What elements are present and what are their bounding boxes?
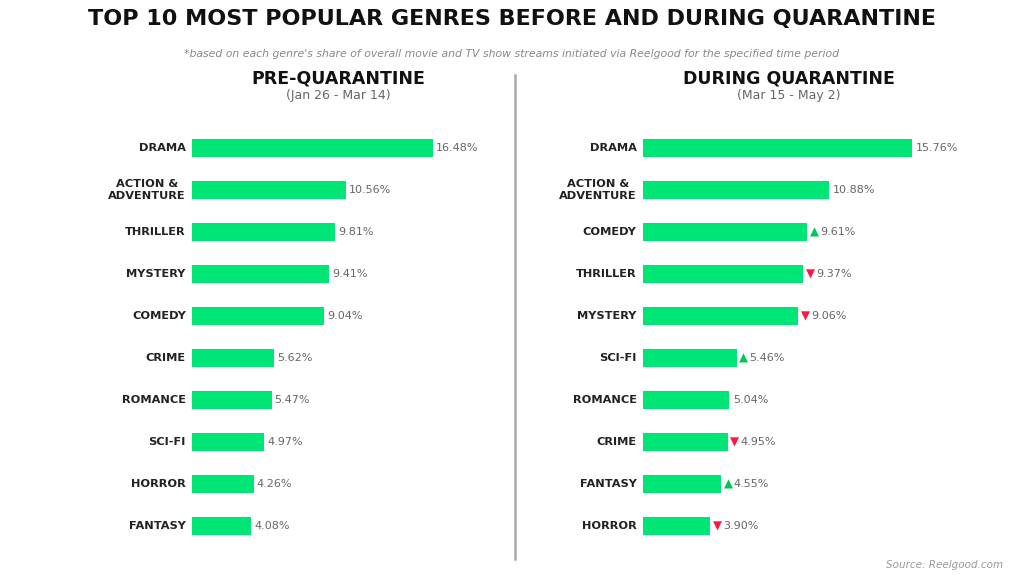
Bar [191,349,273,367]
Text: 9.61%: 9.61% [820,227,856,237]
Bar [643,223,807,241]
Text: 5.47%: 5.47% [274,395,310,405]
Text: ▼: ▼ [730,435,739,448]
Text: 9.04%: 9.04% [327,311,362,321]
Text: PRE-QUARANTINE: PRE-QUARANTINE [251,69,425,87]
Text: FANTASY: FANTASY [580,479,637,489]
Text: HORROR: HORROR [131,479,185,489]
Text: DRAMA: DRAMA [590,143,637,153]
Bar [643,265,803,283]
Text: FANTASY: FANTASY [129,521,185,530]
Text: ROMANCE: ROMANCE [122,395,185,405]
Bar [191,433,264,450]
Text: 10.56%: 10.56% [349,185,391,195]
Text: (Jan 26 - Mar 14): (Jan 26 - Mar 14) [286,89,390,103]
Text: THRILLER: THRILLER [575,269,637,279]
Text: 9.37%: 9.37% [816,269,852,279]
Bar [191,307,324,325]
Text: 4.26%: 4.26% [257,479,293,489]
Text: CRIME: CRIME [145,353,185,363]
Text: COMEDY: COMEDY [583,227,637,237]
Text: 5.62%: 5.62% [276,353,312,363]
Text: DURING QUARANTINE: DURING QUARANTINE [683,69,894,87]
Text: ▼: ▼ [713,519,722,532]
Text: MYSTERY: MYSTERY [126,269,185,279]
Text: THRILLER: THRILLER [125,227,185,237]
Text: ▲: ▲ [724,478,732,490]
Bar [643,307,798,325]
Text: COMEDY: COMEDY [132,311,185,321]
Text: TOP 10 MOST POPULAR GENRES BEFORE AND DURING QUARANTINE: TOP 10 MOST POPULAR GENRES BEFORE AND DU… [88,9,936,29]
Bar [191,265,330,283]
Text: (Mar 15 - May 2): (Mar 15 - May 2) [736,89,841,103]
Bar [643,433,728,450]
Text: 4.97%: 4.97% [267,437,303,447]
Text: 4.08%: 4.08% [254,521,290,530]
Bar [191,223,335,241]
Text: ACTION &
ADVENTURE: ACTION & ADVENTURE [559,179,637,201]
Text: 10.88%: 10.88% [833,185,876,195]
Bar [643,517,710,535]
Text: 15.76%: 15.76% [915,143,958,153]
Bar [191,181,346,199]
Text: CRIME: CRIME [596,437,637,447]
Text: 9.41%: 9.41% [332,269,368,279]
Bar [643,139,912,157]
Text: Source: Reelgood.com: Source: Reelgood.com [887,560,1004,570]
Bar [643,391,729,409]
Bar [643,349,736,367]
Text: 9.81%: 9.81% [338,227,374,237]
Bar [191,139,433,157]
Text: ▲: ▲ [810,226,819,238]
Text: SCI-FI: SCI-FI [599,353,637,363]
Text: 5.46%: 5.46% [750,353,784,363]
Text: ▼: ▼ [801,309,810,323]
Text: ROMANCE: ROMANCE [572,395,637,405]
Text: SCI-FI: SCI-FI [148,437,185,447]
Text: *based on each genre's share of overall movie and TV show streams initiated via : *based on each genre's share of overall … [184,49,840,59]
Bar [191,517,251,535]
Bar [643,475,721,492]
Text: 9.06%: 9.06% [811,311,846,321]
Text: DRAMA: DRAMA [139,143,185,153]
Text: 4.55%: 4.55% [734,479,769,489]
Text: MYSTERY: MYSTERY [578,311,637,321]
Bar [191,391,271,409]
Text: 16.48%: 16.48% [435,143,478,153]
Text: 5.04%: 5.04% [733,395,768,405]
Text: 4.95%: 4.95% [740,437,776,447]
Bar [643,181,829,199]
Text: HORROR: HORROR [582,521,637,530]
Text: ACTION &
ADVENTURE: ACTION & ADVENTURE [109,179,185,201]
Bar [191,475,254,492]
Text: 3.90%: 3.90% [723,521,758,530]
Text: ▲: ▲ [739,351,749,365]
Text: ▼: ▼ [806,267,815,281]
